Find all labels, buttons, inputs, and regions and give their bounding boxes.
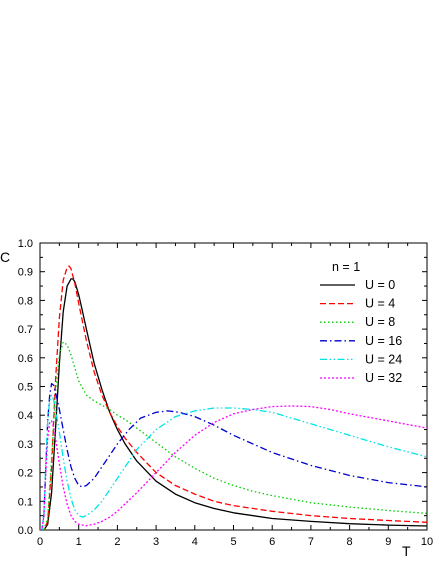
- series-line-2: [40, 341, 427, 530]
- series-line-3: [40, 382, 427, 530]
- x-tick-label: 1: [76, 536, 82, 548]
- legend-label-5: U = 32: [365, 371, 402, 385]
- x-tick-label: 7: [308, 536, 314, 548]
- x-tick-label: 8: [347, 536, 353, 548]
- legend-label-1: U = 4: [365, 297, 395, 311]
- legend-title: n = 1: [332, 260, 360, 274]
- y-tick-label: 0.9: [18, 267, 33, 279]
- y-tick-label: 0.5: [18, 382, 33, 394]
- series-line-0: [40, 278, 427, 530]
- x-axis-label: T: [402, 543, 411, 559]
- x-tick-label: 6: [269, 536, 275, 548]
- legend-label-0: U = 0: [365, 278, 395, 292]
- y-tick-label: 0.3: [18, 439, 33, 451]
- x-tick-label: 0: [37, 536, 43, 548]
- y-tick-label: 0.8: [18, 295, 33, 307]
- y-tick-label: 1.0: [18, 238, 33, 250]
- y-tick-label: 0.7: [18, 324, 33, 336]
- x-tick-label: 2: [114, 536, 120, 548]
- y-tick-label: 0.6: [18, 353, 33, 365]
- y-tick-label: 0.2: [18, 468, 33, 480]
- x-tick-label: 5: [230, 536, 236, 548]
- series-line-4: [40, 394, 427, 530]
- series-line-5: [40, 405, 427, 530]
- x-tick-label: 4: [192, 536, 198, 548]
- y-tick-label: 0.4: [18, 410, 33, 422]
- legend-label-3: U = 16: [365, 334, 402, 348]
- legend: n = 1 U = 0 U = 4 U = 8 U = 16 U = 24 U = 32: [320, 260, 402, 385]
- x-tick-label: 3: [153, 536, 159, 548]
- legend-label-4: U = 24: [365, 352, 402, 366]
- x-tick-label: 9: [385, 536, 391, 548]
- y-tick-label: 0.0: [18, 525, 33, 537]
- y-tick-label: 0.1: [18, 496, 33, 508]
- axis-ticks: 0 1 2 3 4 5 6 7 8 9 10 0.0 0.1 0.2 0.3 0.4 0.5 0.6 0.7 0.8 0…: [18, 238, 433, 548]
- legend-label-2: U = 8: [365, 315, 395, 329]
- y-axis-label: C: [0, 249, 10, 265]
- x-tick-label: 10: [421, 536, 433, 548]
- series-layer: [40, 265, 427, 530]
- series-line-1: [40, 265, 427, 530]
